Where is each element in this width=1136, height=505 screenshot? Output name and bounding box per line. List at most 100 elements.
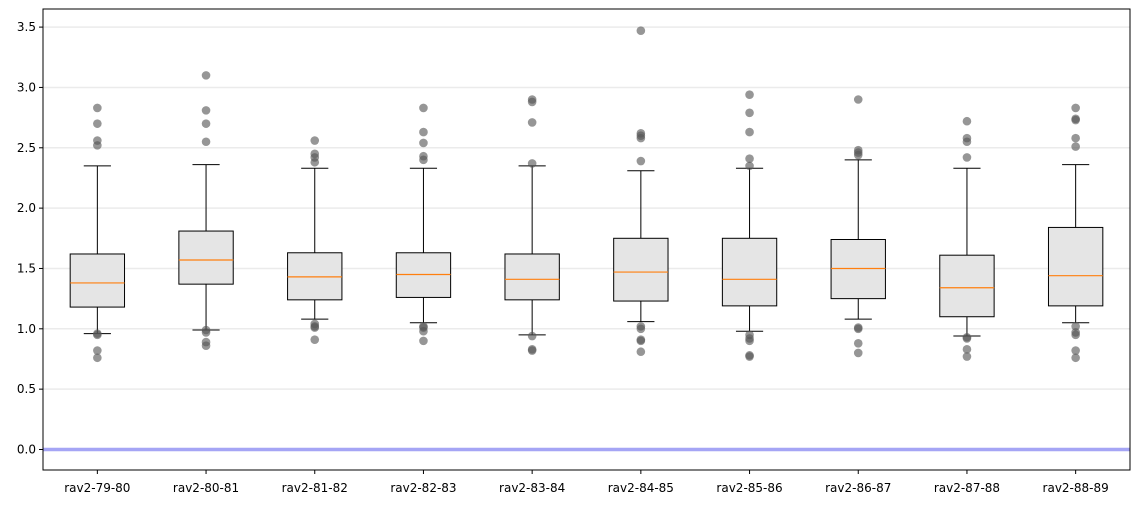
plot-frame <box>42 8 1131 471</box>
y-tick-label: 3.5 <box>17 20 36 34</box>
box <box>721 237 778 307</box>
outlier-point <box>419 103 428 113</box>
outlier-point <box>962 332 972 342</box>
outlier-point <box>93 346 102 355</box>
box <box>613 237 669 302</box>
outlier-point <box>745 108 754 118</box>
outlier-point <box>1071 114 1080 124</box>
outlier-point <box>201 337 211 347</box>
outlier-point <box>745 330 754 340</box>
x-tick-label: rav2-80-81 <box>173 481 239 495</box>
box-group <box>613 170 669 323</box>
outlier-point <box>93 136 102 145</box>
outlier-point <box>1071 133 1080 143</box>
outlier-point <box>853 338 863 348</box>
box <box>504 253 560 301</box>
outlier-point <box>962 345 972 354</box>
outlier-point <box>93 353 102 363</box>
outliers-layer <box>93 26 1080 363</box>
outlier-point <box>636 129 646 138</box>
outlier-point <box>419 138 428 148</box>
outlier-point <box>962 116 972 126</box>
outlier-point <box>93 103 102 113</box>
box <box>178 230 234 285</box>
box <box>287 252 343 301</box>
outlier-point <box>1071 328 1080 337</box>
outlier-point <box>636 26 646 36</box>
outlier-point <box>853 95 863 104</box>
box-group <box>939 167 995 337</box>
outlier-point <box>419 127 428 137</box>
box-group <box>504 165 560 336</box>
outlier-point <box>853 145 863 155</box>
x-tick-label: rav2-84-85 <box>608 481 674 495</box>
outlier-point <box>419 151 428 161</box>
x-axis: rav2-79-80 rav2-80-81 rav2-81-82 rav2-82-83… <box>64 470 1109 495</box>
box-group <box>721 167 778 332</box>
outlier-point <box>527 95 537 104</box>
outlier-point <box>636 322 646 331</box>
x-tick-label: rav2-86-87 <box>825 481 891 495</box>
outlier-point <box>527 118 537 127</box>
outlier-point <box>310 319 320 329</box>
outlier-point <box>201 71 211 80</box>
outlier-point <box>745 154 754 163</box>
outlier-point <box>1071 142 1080 151</box>
box <box>1047 226 1104 307</box>
x-tick-label: rav2-87-88 <box>934 481 1000 495</box>
box-group <box>395 167 452 324</box>
outlier-point <box>745 90 754 99</box>
outlier-point <box>93 119 102 128</box>
box <box>395 252 452 298</box>
outlier-point <box>419 336 428 346</box>
x-tick-label: rav2-88-89 <box>1043 481 1109 495</box>
outlier-point <box>310 149 320 159</box>
outlier-point <box>527 159 537 168</box>
y-tick-label: 0.5 <box>17 382 36 396</box>
outlier-point <box>745 161 754 171</box>
box-group <box>287 167 343 320</box>
outlier-point <box>310 335 320 344</box>
outlier-point <box>1071 353 1080 363</box>
outlier-point <box>962 133 972 143</box>
outlier-point <box>636 156 646 166</box>
outlier-point <box>962 352 972 361</box>
box-group <box>830 159 886 320</box>
outlier-point <box>419 322 428 331</box>
outlier-point <box>636 347 646 357</box>
box-group <box>1047 164 1104 324</box>
x-tick-label: rav2-83-84 <box>499 481 565 495</box>
outlier-point <box>853 348 863 358</box>
y-axis: 0.0 0.5 1.0 1.5 2.0 2.5 3.0 3.5 <box>17 20 43 456</box>
y-tick-label: 2.0 <box>17 201 36 215</box>
y-tick-label: 3.0 <box>17 80 36 94</box>
y-tick-label: 1.5 <box>17 261 36 275</box>
outlier-point <box>962 153 972 162</box>
outlier-point <box>1071 346 1080 355</box>
box <box>69 253 126 308</box>
x-tick-label: rav2-81-82 <box>282 481 348 495</box>
outlier-point <box>745 127 754 137</box>
boxes-layer <box>69 159 1104 337</box>
outlier-point <box>201 325 211 335</box>
box-group <box>178 164 234 331</box>
x-tick-label: rav2-85-86 <box>716 481 782 495</box>
outlier-point <box>93 329 102 338</box>
y-tick-label: 0.0 <box>17 442 36 456</box>
outlier-point <box>853 323 863 332</box>
outlier-point <box>1071 103 1080 113</box>
outlier-point <box>745 351 754 360</box>
x-tick-label: rav2-82-83 <box>390 481 456 495</box>
outlier-point <box>201 137 211 147</box>
x-tick-label: rav2-79-80 <box>64 481 130 495</box>
box <box>830 239 886 300</box>
box-group <box>69 165 126 335</box>
outlier-point <box>527 345 537 354</box>
outlier-point <box>310 136 320 145</box>
y-tick-label: 2.5 <box>17 141 36 155</box>
y-tick-label: 1.0 <box>17 322 36 336</box>
outlier-point <box>201 119 211 128</box>
outlier-point <box>636 335 646 344</box>
outlier-point <box>201 106 211 115</box>
